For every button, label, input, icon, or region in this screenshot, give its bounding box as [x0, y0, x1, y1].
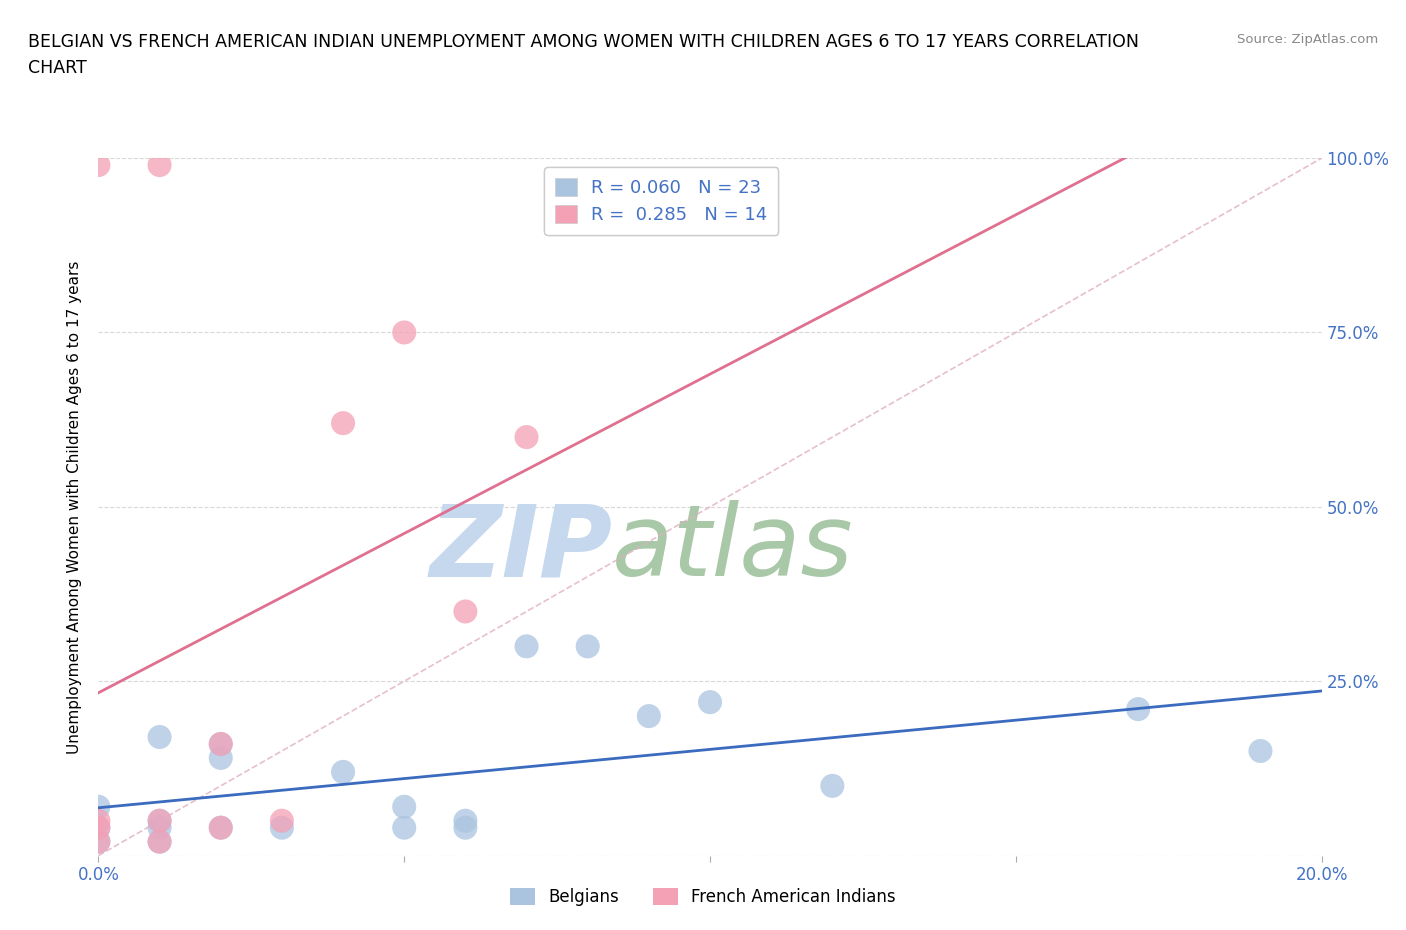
Point: [209, 737, 232, 751]
Point: [87, 158, 110, 173]
Point: [149, 834, 172, 849]
Point: [87, 800, 110, 815]
Point: [87, 820, 110, 835]
Text: Source: ZipAtlas.com: Source: ZipAtlas.com: [1237, 33, 1378, 46]
Point: [149, 158, 172, 173]
Point: [392, 800, 416, 815]
Text: ZIP: ZIP: [429, 500, 612, 597]
Point: [209, 820, 232, 835]
Point: [87, 834, 110, 849]
Point: [270, 813, 292, 829]
Point: [454, 813, 477, 829]
Point: [149, 820, 172, 835]
Point: [87, 834, 110, 849]
Point: [209, 751, 232, 765]
Point: [821, 778, 844, 793]
Point: [149, 813, 172, 829]
Point: [454, 604, 477, 619]
Point: [87, 813, 110, 829]
Point: [392, 820, 416, 835]
Y-axis label: Unemployment Among Women with Children Ages 6 to 17 years: Unemployment Among Women with Children A…: [67, 260, 83, 753]
Point: [576, 639, 599, 654]
Point: [454, 820, 477, 835]
Point: [392, 326, 416, 340]
Legend: Belgians, French American Indians: Belgians, French American Indians: [503, 881, 903, 912]
Point: [149, 729, 172, 744]
Text: BELGIAN VS FRENCH AMERICAN INDIAN UNEMPLOYMENT AMONG WOMEN WITH CHILDREN AGES 6 : BELGIAN VS FRENCH AMERICAN INDIAN UNEMPL…: [28, 33, 1139, 77]
Point: [209, 820, 232, 835]
Point: [699, 695, 721, 710]
Point: [1128, 702, 1150, 717]
Point: [1249, 744, 1271, 759]
Point: [332, 764, 354, 779]
Point: [149, 834, 172, 849]
Point: [149, 813, 172, 829]
Text: atlas: atlas: [612, 500, 853, 597]
Point: [270, 820, 292, 835]
Point: [516, 430, 538, 445]
Point: [87, 820, 110, 835]
Point: [209, 737, 232, 751]
Legend: R = 0.060   N = 23, R =  0.285   N = 14: R = 0.060 N = 23, R = 0.285 N = 14: [544, 167, 778, 234]
Point: [637, 709, 661, 724]
Point: [516, 639, 538, 654]
Point: [332, 416, 354, 431]
